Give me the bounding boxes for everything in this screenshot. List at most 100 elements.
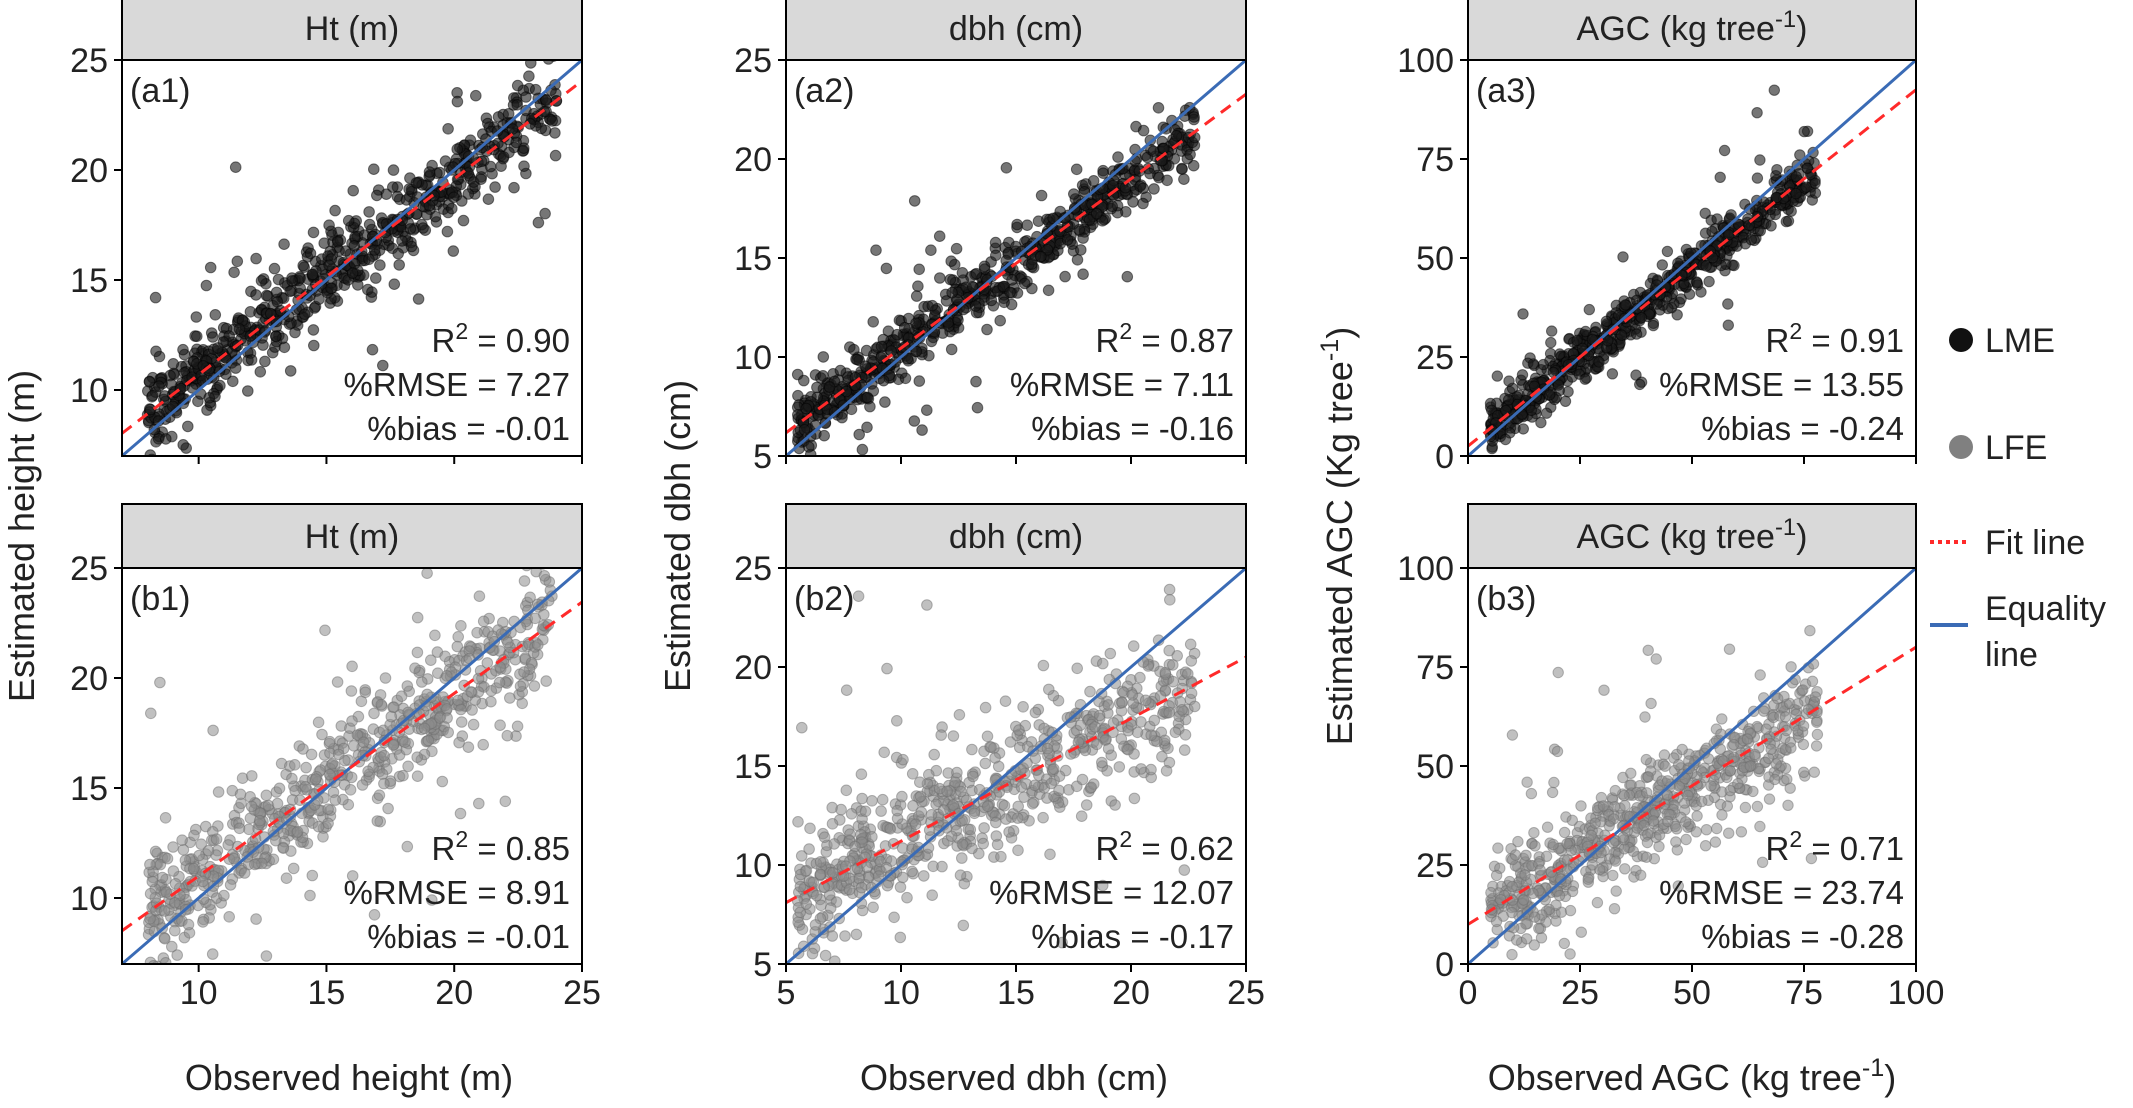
- data-point: [502, 108, 515, 120]
- data-point: [416, 676, 428, 688]
- data-point: [870, 244, 882, 256]
- data-point: [829, 955, 841, 964]
- points-b1: [142, 568, 558, 977]
- data-point: [287, 862, 300, 875]
- data-point: [856, 443, 869, 456]
- data-point: [158, 905, 171, 917]
- data-point: [348, 240, 361, 252]
- data-point: [146, 875, 159, 888]
- data-point: [305, 748, 318, 761]
- data-point: [1137, 124, 1150, 137]
- data-point: [167, 841, 179, 853]
- data-point: [1618, 789, 1630, 802]
- data-point: [1723, 827, 1735, 839]
- data-point: [375, 698, 388, 711]
- data-point: [966, 842, 978, 855]
- data-point: [818, 831, 831, 844]
- data-point: [913, 263, 926, 276]
- data-point: [271, 797, 284, 810]
- data-point: [819, 949, 832, 962]
- data-point: [482, 193, 495, 205]
- data-point: [925, 244, 937, 256]
- data-point: [1809, 691, 1822, 703]
- data-point: [197, 875, 209, 888]
- data-point: [1639, 711, 1651, 723]
- y-tick-label: 25: [1416, 339, 1454, 377]
- data-point: [994, 314, 1007, 327]
- data-point: [323, 768, 336, 781]
- data-point: [1562, 386, 1574, 398]
- data-point: [1661, 245, 1674, 258]
- data-point: [345, 771, 358, 784]
- data-point: [1015, 763, 1027, 776]
- data-point: [936, 860, 948, 873]
- data-point: [393, 259, 406, 271]
- points-a1: [141, 60, 563, 456]
- data-point: [1096, 879, 1109, 892]
- data-point: [861, 421, 873, 434]
- data-point: [228, 852, 240, 865]
- data-point: [935, 729, 948, 741]
- data-point: [877, 374, 890, 387]
- data-point: [990, 830, 1003, 842]
- x-tick-label: 50: [1673, 974, 1711, 1012]
- data-point: [990, 816, 1002, 829]
- data-point: [396, 235, 408, 247]
- data-point: [852, 590, 865, 603]
- y-tick-label: 10: [70, 372, 108, 410]
- legend-fit-line-label: Fit line: [1985, 524, 2085, 562]
- data-point: [312, 820, 325, 833]
- strip-b3: [1467, 503, 1917, 569]
- data-point: [800, 898, 813, 910]
- data-point: [1806, 675, 1819, 687]
- data-point: [1043, 683, 1055, 696]
- x-tick-label: 10: [180, 974, 218, 1012]
- data-point: [1164, 594, 1176, 606]
- data-point: [888, 911, 900, 924]
- data-point: [202, 844, 215, 857]
- data-point: [294, 282, 307, 294]
- data-point: [297, 743, 309, 755]
- data-point: [1575, 926, 1588, 938]
- data-point: [441, 712, 453, 724]
- stat-b3-0: R2 = 0.71: [1765, 826, 1904, 867]
- data-point: [1564, 904, 1577, 917]
- data-point: [1070, 163, 1083, 176]
- data-point: [956, 852, 968, 864]
- data-point: [797, 940, 810, 953]
- data-point: [351, 729, 364, 741]
- data-point: [238, 867, 251, 879]
- data-point: [1516, 369, 1529, 381]
- data-point: [1683, 288, 1696, 300]
- y-tick-label: 10: [70, 880, 108, 918]
- x-tick-label: 25: [1227, 974, 1265, 1012]
- data-point: [284, 365, 297, 377]
- data-point: [280, 872, 293, 885]
- panel-a3: AGC (kg tree-1) 0 25 50 75 100 (a3) R2 = 0.91 %R…: [1397, 0, 1917, 476]
- data-point: [1073, 223, 1086, 236]
- fit-line-b3: [1468, 645, 1916, 926]
- frame-a1: [121, 59, 583, 457]
- data-point: [260, 289, 273, 302]
- data-point: [1566, 814, 1579, 826]
- data-point: [1506, 948, 1518, 961]
- data-point: [244, 966, 255, 977]
- data-point: [899, 372, 912, 385]
- data-point: [1112, 151, 1124, 163]
- data-point: [1640, 753, 1653, 766]
- data-point: [1561, 838, 1573, 850]
- data-point: [1785, 661, 1797, 673]
- data-point: [223, 911, 235, 923]
- data-point: [1770, 758, 1782, 770]
- data-point: [1724, 784, 1736, 797]
- data-point: [912, 280, 924, 293]
- data-point: [190, 311, 203, 323]
- data-point: [1489, 1005, 1499, 1015]
- data-point: [875, 805, 887, 817]
- data-point: [523, 70, 535, 82]
- data-point: [839, 930, 851, 942]
- data-point: [989, 752, 1001, 764]
- data-point: [1032, 215, 1045, 227]
- data-point: [970, 267, 983, 280]
- data-point: [1617, 251, 1629, 263]
